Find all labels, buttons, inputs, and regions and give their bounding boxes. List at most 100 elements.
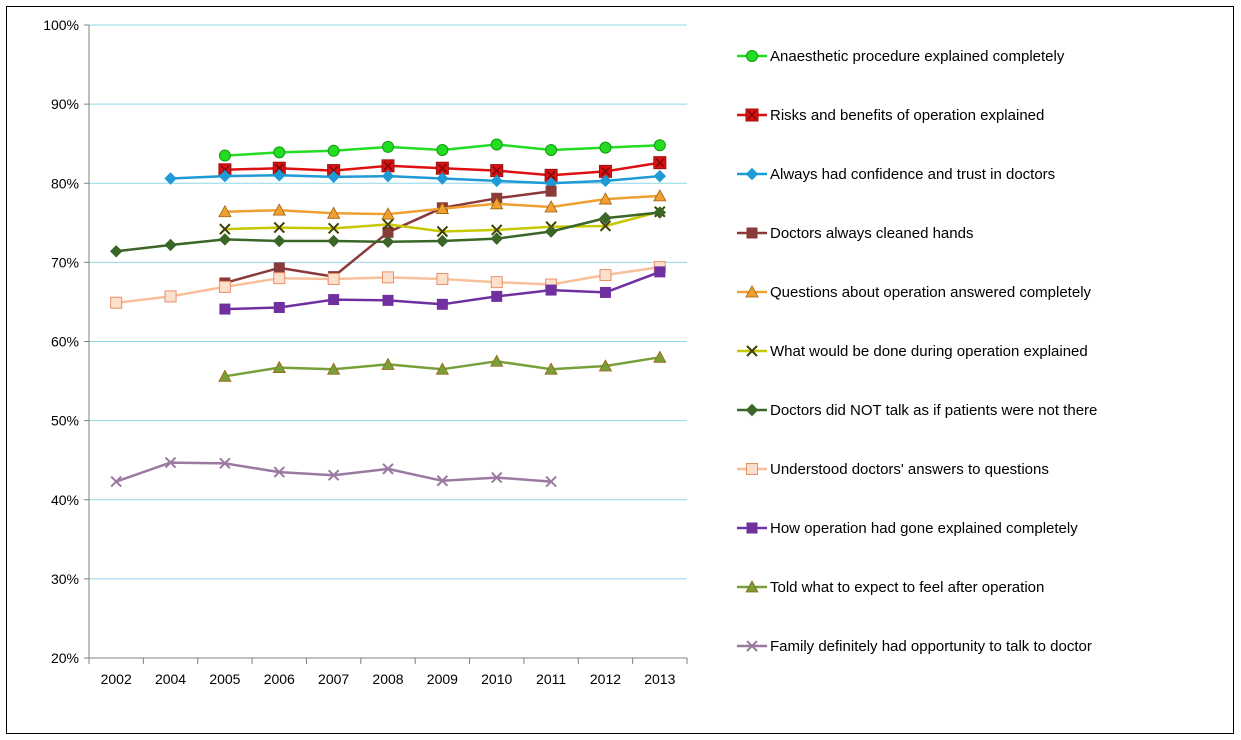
y-tick-label: 20% xyxy=(51,650,79,666)
data-point xyxy=(218,169,232,183)
data-point xyxy=(327,144,340,157)
data-point xyxy=(490,354,504,367)
data-point xyxy=(653,139,666,152)
data-point xyxy=(436,475,449,487)
data-point xyxy=(435,161,449,175)
data-point xyxy=(273,234,286,248)
series-1 xyxy=(218,138,666,162)
data-point xyxy=(545,144,558,157)
legend-label: Understood doctors' answers to questions xyxy=(770,461,1049,478)
data-point xyxy=(219,223,231,235)
legend-label: Always had confidence and trust in docto… xyxy=(770,166,1055,183)
data-point xyxy=(164,172,177,185)
data-point xyxy=(327,234,340,248)
series-10 xyxy=(218,350,667,382)
data-point xyxy=(598,164,612,178)
data-point xyxy=(218,233,232,246)
series-11 xyxy=(110,456,557,488)
y-tick-label: 60% xyxy=(51,334,79,350)
legend-item: Doctors always cleaned hands xyxy=(737,225,973,242)
data-point xyxy=(491,471,503,484)
legend-label: Told what to expect to feel after operat… xyxy=(770,579,1044,596)
x-tick-label: 2013 xyxy=(644,671,675,687)
series-5 xyxy=(218,189,667,220)
data-point xyxy=(218,149,231,162)
data-point xyxy=(490,138,503,151)
data-point xyxy=(544,362,558,375)
data-point xyxy=(273,301,285,313)
legend-marker xyxy=(746,227,758,239)
legend-marker xyxy=(746,345,758,357)
data-point xyxy=(273,262,285,274)
data-point xyxy=(382,463,394,475)
data-point xyxy=(435,362,450,375)
x-tick-label: 2007 xyxy=(318,671,349,687)
y-tick-label: 100% xyxy=(43,17,79,33)
data-point xyxy=(436,272,449,285)
x-tick-label: 2011 xyxy=(536,671,566,687)
data-point xyxy=(599,286,611,298)
data-point xyxy=(273,221,285,234)
data-point xyxy=(327,272,340,285)
legend-item: Told what to expect to feel after operat… xyxy=(737,579,1044,596)
data-point xyxy=(218,204,232,218)
data-point xyxy=(653,189,667,202)
y-tick-label: 70% xyxy=(51,254,79,270)
series-2 xyxy=(218,156,667,182)
data-point xyxy=(490,174,503,188)
data-point xyxy=(436,172,449,185)
data-point xyxy=(327,469,340,481)
chart-frame: 20% 30% 40% 50% 60% 70% 80% 90% 100% 2002 2004 2005… xyxy=(6,6,1234,734)
data-point xyxy=(381,169,395,183)
data-point xyxy=(219,457,231,470)
legend-marker xyxy=(746,463,758,475)
legend-label: What would be done during operation expl… xyxy=(770,343,1088,360)
data-point xyxy=(653,206,667,219)
legend-item: Understood doctors' answers to questions xyxy=(737,461,1049,478)
legend-item: Questions about operation answered compl… xyxy=(737,284,1092,301)
legend-label: Doctors always cleaned hands xyxy=(770,225,973,242)
legend-item: What would be done during operation expl… xyxy=(737,343,1088,360)
data-point xyxy=(653,350,667,363)
axes: 20% 30% 40% 50% 60% 70% 80% 90% 100% 2002 2004 2005… xyxy=(43,17,688,687)
data-point xyxy=(599,141,612,154)
series-line xyxy=(170,174,660,185)
data-point xyxy=(218,369,232,382)
data-point xyxy=(490,276,503,289)
data-point xyxy=(164,456,177,469)
data-point xyxy=(436,225,449,238)
legend-label: Family definitely had opportunity to tal… xyxy=(770,638,1092,655)
data-point xyxy=(272,360,286,374)
legend-label: Doctors did NOT talk as if patients were… xyxy=(770,402,1097,419)
y-tick-label: 40% xyxy=(51,492,79,508)
data-point xyxy=(273,146,286,159)
legend-marker xyxy=(746,640,758,652)
x-tick-label: 2008 xyxy=(372,671,403,687)
data-point xyxy=(273,272,286,285)
legend-marker xyxy=(745,108,759,122)
data-point xyxy=(599,220,612,232)
data-point xyxy=(326,206,341,219)
data-point xyxy=(544,168,558,182)
data-point xyxy=(328,294,340,306)
data-point xyxy=(544,225,558,238)
y-tick-label: 30% xyxy=(51,571,79,587)
data-point xyxy=(164,238,177,252)
legend-marker xyxy=(745,403,759,417)
data-point xyxy=(110,475,122,488)
data-point xyxy=(545,284,557,296)
data-point xyxy=(164,290,177,303)
legend-marker xyxy=(746,50,758,62)
data-point xyxy=(436,298,448,310)
legend-label: How operation had gone explained complet… xyxy=(770,520,1078,537)
data-point xyxy=(382,140,394,153)
x-tick-label: 2005 xyxy=(209,671,240,687)
x-tick-label: 2004 xyxy=(155,671,186,687)
legend-item: Family definitely had opportunity to tal… xyxy=(737,638,1092,655)
data-point xyxy=(490,232,503,245)
x-tick-label: 2010 xyxy=(481,671,512,687)
data-point xyxy=(653,156,667,170)
series-line xyxy=(115,461,552,483)
legend-item: Anaesthetic procedure explained complete… xyxy=(737,48,1065,65)
series-7 xyxy=(109,206,667,258)
